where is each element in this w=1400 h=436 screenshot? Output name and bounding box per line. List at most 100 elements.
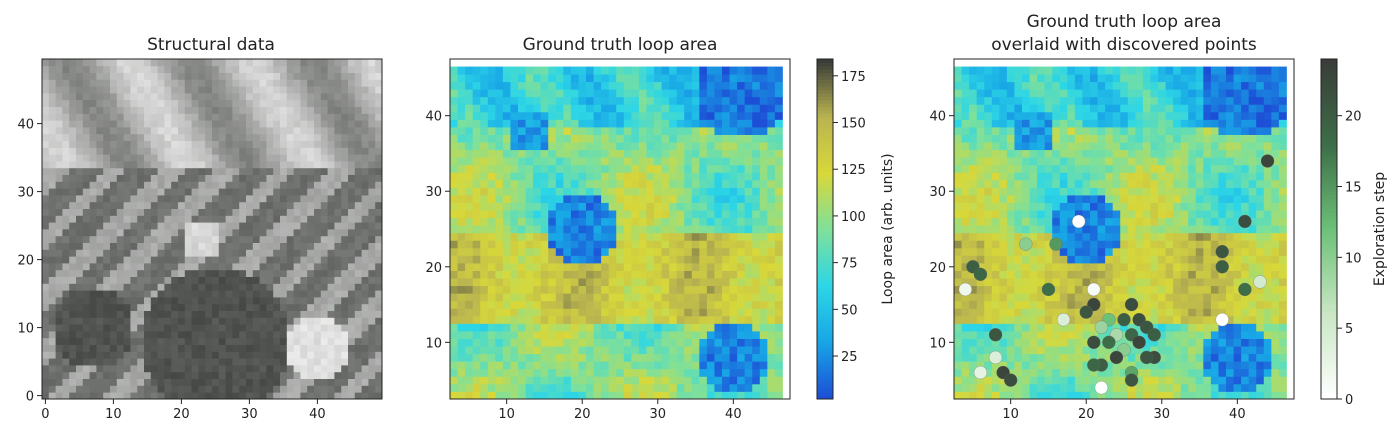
heatmap-cell: [252, 72, 260, 80]
heatmap-cell: [661, 391, 670, 400]
heatmap-cell: [225, 147, 233, 155]
heatmap-cell: [555, 240, 564, 249]
heatmap-cell: [137, 154, 145, 162]
heatmap-cell: [729, 172, 738, 181]
heatmap-cell: [495, 353, 504, 362]
heatmap-cell: [314, 86, 322, 94]
heatmap-cell: [286, 154, 294, 162]
heatmap-cell: [555, 278, 564, 287]
heatmap-cell: [767, 331, 776, 339]
heatmap-cell: [1218, 331, 1227, 339]
heatmap-cell: [320, 290, 328, 298]
heatmap-cell: [286, 242, 294, 250]
heatmap-cell: [354, 331, 362, 339]
heatmap-cell: [601, 300, 610, 309]
heatmap-cell: [361, 120, 369, 128]
heatmap-cell: [555, 164, 564, 173]
heatmap-cell: [76, 154, 84, 162]
heatmap-cell: [578, 308, 587, 317]
heatmap-cell: [1022, 331, 1030, 339]
heatmap-cell: [314, 154, 322, 162]
heatmap-cell: [1165, 368, 1174, 377]
heatmap-cell: [684, 210, 693, 219]
colorbar-segment: [817, 334, 833, 339]
heatmap-cell: [55, 317, 63, 325]
heatmap-cell: [110, 331, 118, 339]
heatmap-cell: [375, 303, 383, 311]
heatmap-cell: [137, 331, 145, 339]
heatmap-cell: [450, 300, 458, 309]
heatmap-cell: [1271, 383, 1280, 392]
heatmap-cell: [205, 392, 213, 400]
heatmap-cell: [999, 338, 1008, 347]
heatmap-cell: [518, 210, 526, 219]
heatmap-cell: [286, 378, 294, 386]
heatmap-cell: [774, 315, 783, 324]
y-tick-label: 30: [17, 186, 34, 201]
heatmap-cell: [586, 111, 594, 120]
heatmap-cell: [361, 113, 369, 121]
heatmap-cell: [300, 297, 308, 305]
heatmap-cell: [354, 310, 362, 318]
heatmap-cell: [150, 371, 158, 379]
heatmap-cell: [729, 74, 738, 83]
heatmap-cell: [62, 269, 70, 277]
heatmap-cell: [273, 201, 281, 209]
heatmap-cell: [116, 181, 124, 189]
heatmap-cell: [184, 235, 192, 243]
heatmap-cell: [601, 383, 610, 392]
heatmap-cell: [361, 371, 369, 379]
heatmap-cell: [69, 392, 77, 400]
heatmap-cell: [327, 174, 335, 182]
heatmap-cell: [48, 256, 56, 264]
heatmap-cell: [246, 195, 254, 203]
heatmap-cell: [96, 222, 104, 230]
heatmap-cell: [286, 215, 294, 223]
heatmap-cell: [280, 276, 288, 284]
heatmap-cell: [669, 104, 678, 113]
heatmap-cell: [164, 297, 172, 305]
heatmap-cell: [361, 99, 369, 107]
heatmap-cell: [654, 331, 662, 339]
colorbar-segment: [817, 382, 833, 386]
heatmap-cell: [465, 353, 474, 362]
heatmap-cell: [691, 81, 700, 90]
heatmap-cell: [1097, 346, 1106, 355]
heatmap-cell: [487, 225, 496, 234]
heatmap-cell: [171, 93, 179, 101]
heatmap-cell: [623, 331, 632, 339]
heatmap-cell: [759, 293, 768, 302]
heatmap-cell: [1097, 338, 1106, 347]
heatmap-cell: [669, 127, 678, 135]
heatmap-cell: [480, 134, 489, 143]
heatmap-cell: [327, 133, 335, 141]
heatmap-cell: [212, 133, 220, 141]
heatmap-cell: [593, 66, 602, 75]
heatmap-cell: [218, 106, 226, 114]
heatmap-cell: [480, 96, 489, 105]
heatmap-cell: [191, 344, 199, 352]
heatmap-cell: [62, 331, 70, 339]
heatmap-cell: [533, 187, 542, 196]
heatmap-cell: [570, 240, 579, 249]
heatmap-cell: [259, 120, 267, 128]
heatmap-cell: [184, 79, 192, 87]
heatmap-cell: [684, 179, 693, 188]
heatmap-cell: [654, 225, 662, 234]
heatmap-cell: [1044, 338, 1053, 347]
plot-frame: [449, 58, 791, 400]
heatmap-cell: [368, 154, 376, 162]
heatmap-cell: [654, 368, 662, 377]
heatmap-cell: [218, 283, 226, 291]
heatmap-cell: [737, 164, 746, 173]
heatmap-cell: [555, 247, 564, 256]
heatmap-cell: [1067, 338, 1076, 347]
heatmap-cell: [150, 297, 158, 305]
heatmap-cell: [502, 368, 511, 377]
heatmap-cell: [55, 161, 63, 169]
heatmap-cell: [744, 210, 753, 219]
heatmap-cell: [1074, 383, 1083, 392]
heatmap-cell: [555, 89, 564, 98]
heatmap-cell: [1022, 346, 1030, 355]
heatmap-cell: [654, 391, 662, 400]
